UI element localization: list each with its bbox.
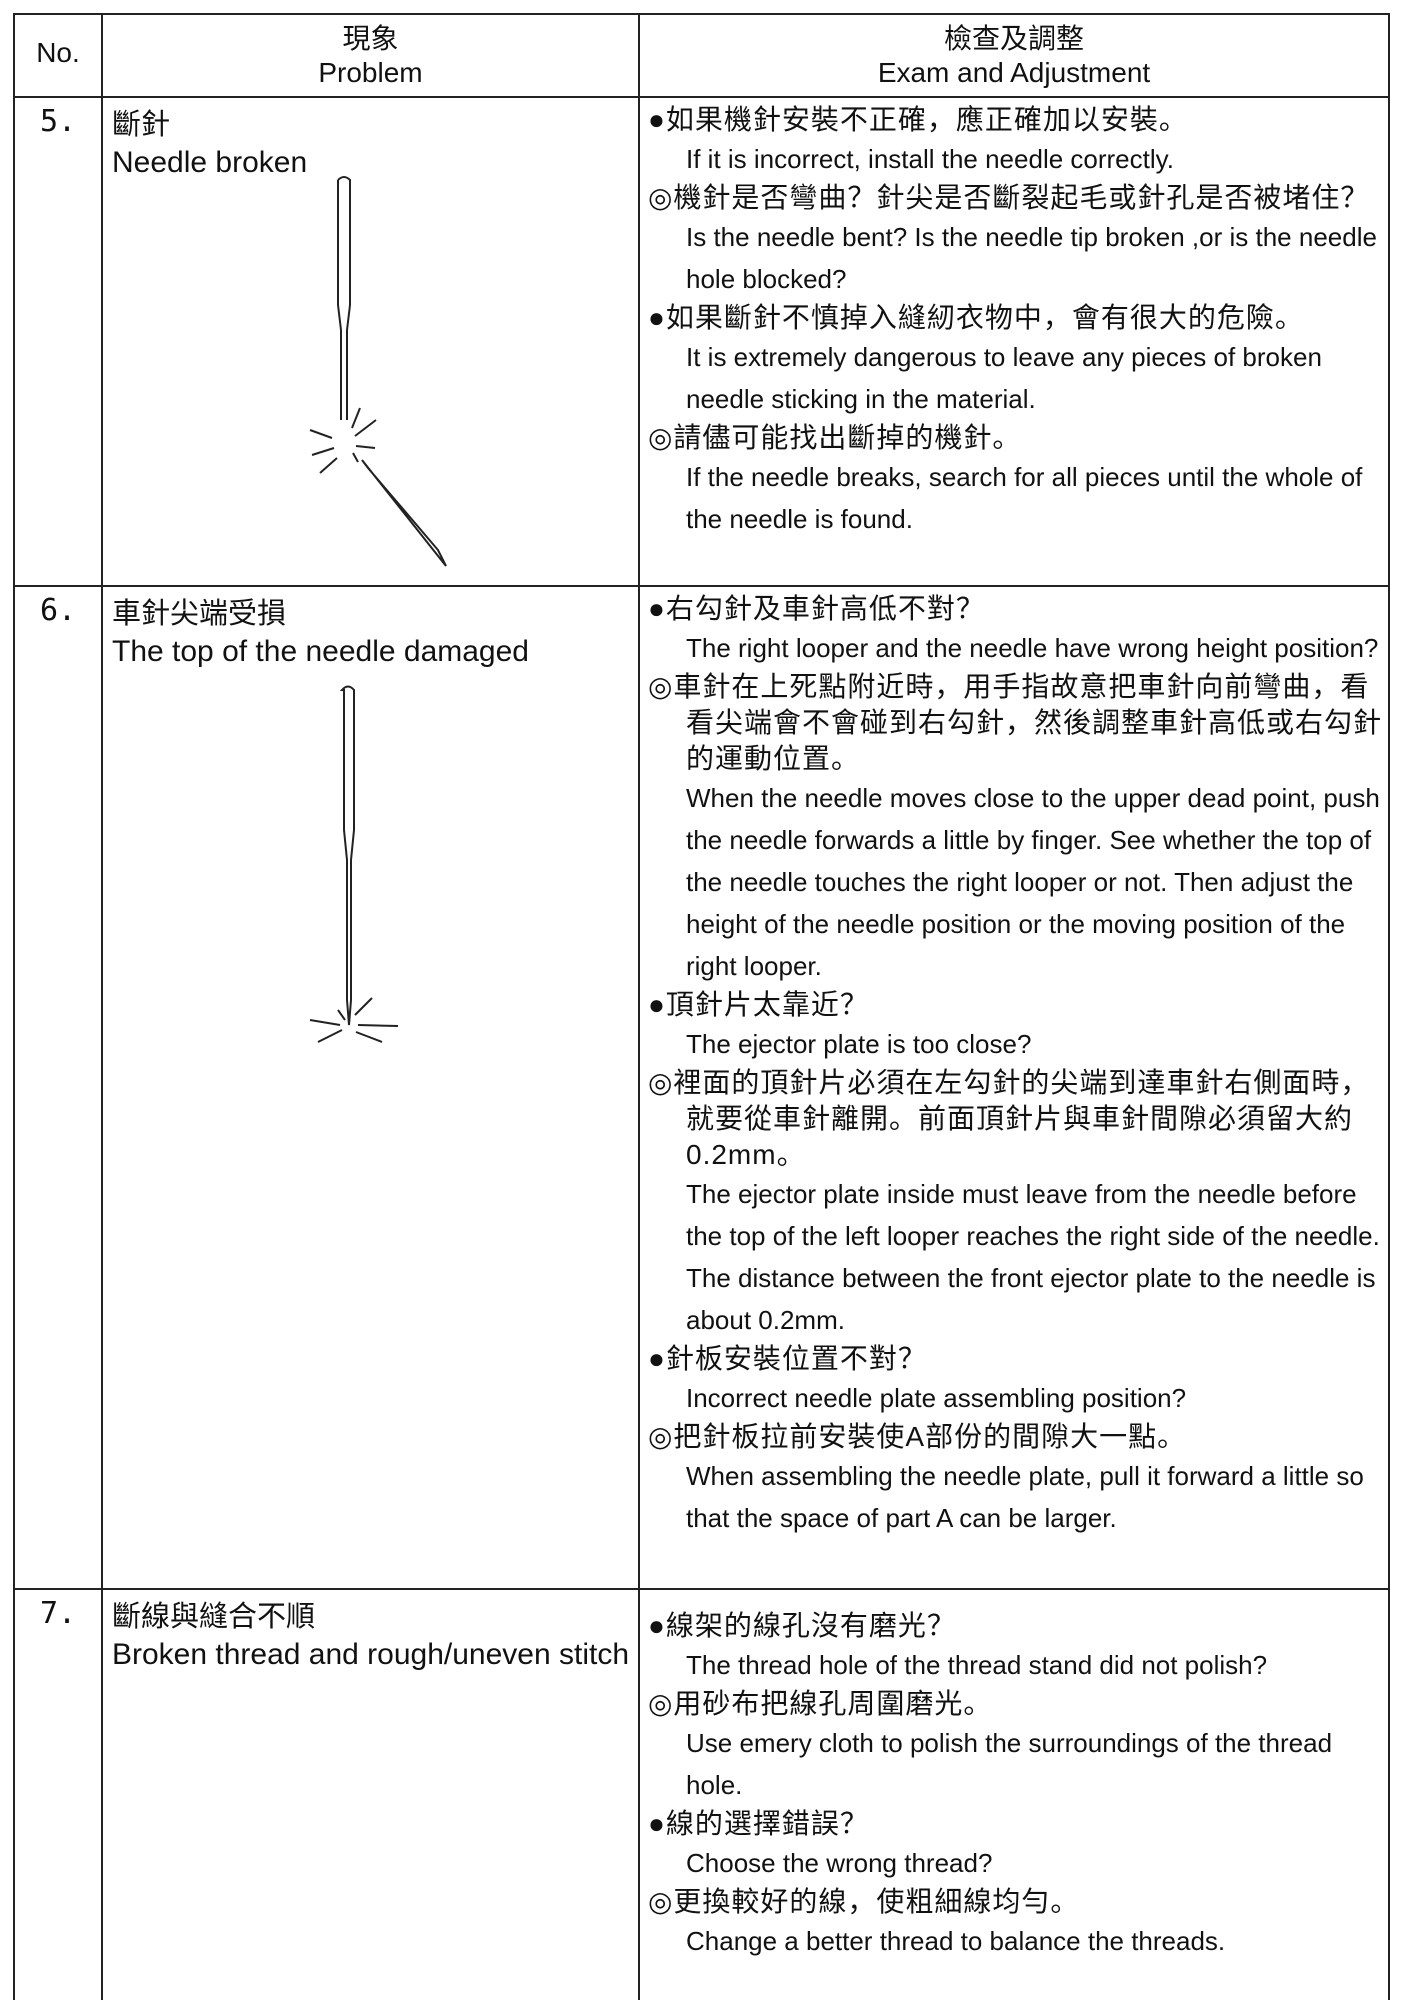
problem-en: Needle broken: [112, 146, 308, 179]
check-item-en: Incorrect needle plate assembling positi…: [686, 1383, 1187, 1413]
check-item-zh: ●頂針片太靠近？: [648, 989, 869, 1020]
header-problem: 現象 Problem: [103, 22, 638, 90]
header-exam: 檢查及調整 Exam and Adjustment: [640, 22, 1388, 90]
check-item-en: The ejector plate is too close?: [686, 1029, 1032, 1059]
check-item-en: When assembling the needle plate, pull i…: [686, 1461, 1364, 1533]
check-item-en: Change a better thread to balance the th…: [686, 1926, 1226, 1956]
check-item-zh: ◎更換較好的線，使粗細線均勻。: [648, 1886, 1080, 1917]
check-item-zh: ●如果機針安裝不正確，應正確加以安裝。: [648, 104, 1188, 135]
rule: [1388, 13, 1390, 2000]
problem-zh: 車針尖端受損: [112, 598, 287, 630]
exam-cell: ●如果機針安裝不正確，應正確加以安裝。 If it is incorrect, i…: [648, 102, 1386, 540]
row-number: 7.: [39, 1596, 77, 1631]
rule: [101, 13, 103, 2000]
header-no: No.: [36, 37, 80, 68]
row-number: 5.: [39, 104, 77, 139]
broken-needle-illustration: [309, 176, 447, 567]
check-item-en: The ejector plate inside must leave from…: [686, 1179, 1380, 1335]
header-exam-en: Exam and Adjustment: [877, 57, 1151, 88]
check-item-en: Use emery cloth to polish the surroundin…: [686, 1728, 1333, 1800]
problem-zh: 斷線與縫合不順: [112, 1601, 316, 1633]
header-problem-zh: 現象: [342, 23, 399, 54]
row-number: 6.: [39, 593, 77, 628]
header-exam-zh: 檢查及調整: [943, 23, 1084, 54]
check-item-zh: ◎機針是否彎曲？針尖是否斷裂起毛或針孔是否被堵住？: [648, 182, 1370, 213]
check-item-zh: ●右勾針及車針高低不對？: [648, 593, 985, 624]
problem-en: The top of the needle damaged: [112, 635, 529, 668]
exam-cell: ●線架的線孔沒有磨光？ The thread hole of the thread…: [648, 1608, 1386, 1962]
check-item-zh: ●線的選擇錯誤？: [648, 1808, 869, 1839]
check-item-en: When the needle moves close to the upper…: [686, 783, 1380, 981]
check-item-en: It is extremely dangerous to leave any p…: [686, 342, 1322, 414]
check-item-zh: ●針板安裝位置不對？: [648, 1343, 927, 1374]
check-item-en: The right looper and the needle have wro…: [686, 633, 1379, 663]
check-item-zh: ●線架的線孔沒有磨光？: [648, 1610, 956, 1641]
rule: [13, 585, 1390, 587]
problem-cell: 斷針 Needle broken: [112, 106, 632, 182]
problem-cell: 斷線與縫合不順 Broken thread and rough/uneven st…: [112, 1598, 632, 1674]
problem-en: Broken thread and rough/uneven stitch: [112, 1638, 630, 1671]
check-item-en: Is the needle bent? Is the needle tip br…: [686, 222, 1377, 294]
problem-cell: 車針尖端受損 The top of the needle damaged: [112, 595, 632, 671]
check-item-en: If the needle breaks, search for all pie…: [686, 462, 1363, 534]
rule: [13, 13, 1390, 15]
check-item-zh: ◎用砂布把線孔周圍磨光。: [648, 1688, 993, 1719]
rule: [13, 13, 15, 2000]
rule: [13, 96, 1390, 98]
check-item-zh: ◎把針板拉前安裝使A部份的間隙大一點。: [648, 1421, 1187, 1452]
check-item-en: If it is incorrect, install the needle c…: [686, 144, 1174, 174]
check-item-zh: ●如果斷針不慎掉入縫紉衣物中，會有很大的危險。: [648, 302, 1304, 333]
rule: [638, 13, 640, 2000]
problem-zh: 斷針: [112, 109, 171, 141]
exam-cell: ●右勾針及車針高低不對？ The right looper and the nee…: [648, 591, 1386, 1539]
header-problem-en: Problem: [318, 57, 423, 88]
rule: [13, 1588, 1390, 1590]
check-item-zh: ◎車針在上死點附近時，用手指故意把車針向前彎曲，看看尖端會不會碰到右勾針，然後調…: [648, 671, 1383, 774]
check-item-zh: ◎裡面的頂針片必須在左勾針的尖端到達車針右側面時，就要從車針離開。前面頂針片與車…: [648, 1067, 1370, 1170]
check-item-en: Choose the wrong thread?: [686, 1848, 993, 1878]
check-item-zh: ◎請儘可能找出斷掉的機針。: [648, 422, 1022, 453]
check-item-en: The thread hole of the thread stand did …: [686, 1650, 1268, 1680]
damaged-needle-illustration: [309, 685, 399, 1043]
